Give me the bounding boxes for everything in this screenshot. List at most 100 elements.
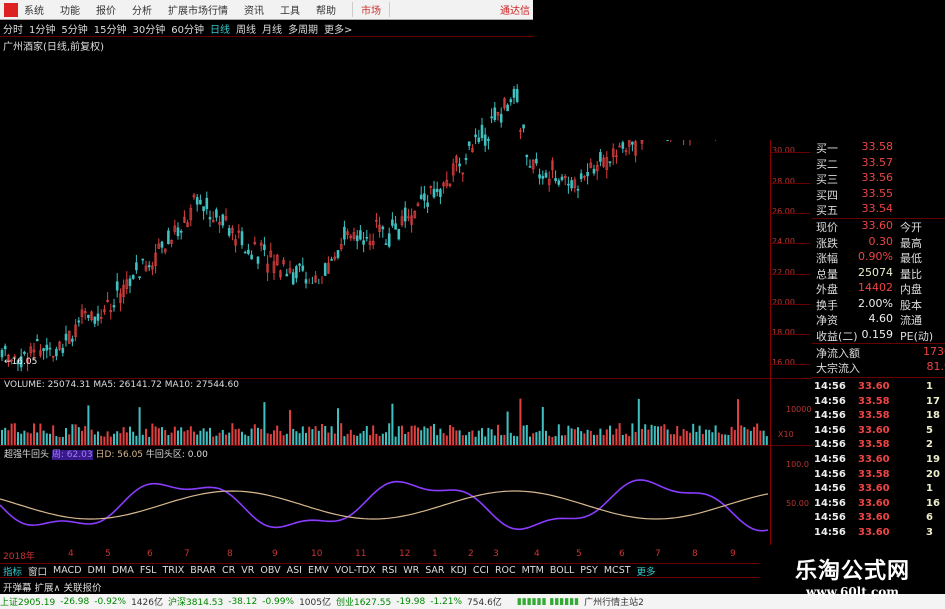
tick-time: 14:56 bbox=[814, 468, 846, 480]
sh-index[interactable]: 上证2905.19 bbox=[0, 598, 56, 608]
indicator-tab[interactable]: BRAR bbox=[190, 565, 217, 576]
extra-row: 开弹幕 扩展∧ 关联报价 bbox=[3, 580, 102, 594]
candle bbox=[391, 219, 394, 226]
tick-price: 33.58 bbox=[858, 468, 890, 480]
period-tab[interactable]: 30分钟 bbox=[132, 25, 166, 36]
volume-bar bbox=[660, 426, 663, 445]
volume-bar bbox=[532, 433, 535, 445]
menu-item[interactable]: 报价 bbox=[96, 6, 116, 17]
period-tab[interactable]: 分时 bbox=[3, 25, 23, 36]
candle bbox=[231, 227, 234, 234]
indicator-tab[interactable]: 更多 bbox=[636, 566, 656, 578]
period-tab[interactable]: 多周期 bbox=[287, 25, 318, 36]
candle bbox=[384, 243, 388, 245]
volume-bar bbox=[436, 435, 439, 445]
indicator-tab[interactable]: VR bbox=[241, 565, 255, 576]
tick-row: 14:56 33.60 1 bbox=[814, 381, 933, 392]
quote-label: 外盘 bbox=[816, 283, 838, 296]
indicator-tick: 100.0 bbox=[786, 460, 809, 469]
menu-item[interactable]: 帮助 bbox=[316, 6, 336, 17]
menu-item[interactable]: 资讯 bbox=[244, 6, 264, 17]
date-tick: 10 bbox=[311, 549, 323, 559]
indicator-tab[interactable]: PSY bbox=[580, 565, 598, 576]
indicator-tab[interactable]: ASI bbox=[286, 565, 302, 576]
period-tab[interactable]: 1分钟 bbox=[29, 25, 56, 36]
volume-bar bbox=[273, 430, 275, 445]
period-tab[interactable]: 月线 bbox=[261, 25, 282, 36]
volume-bar bbox=[234, 429, 237, 445]
indicator-tab[interactable]: OBV bbox=[260, 565, 281, 576]
menu-item[interactable]: 系统 bbox=[24, 6, 44, 17]
indicator-tab[interactable]: CCI bbox=[472, 565, 489, 576]
indicator-tab[interactable]: 指标 bbox=[3, 566, 23, 578]
volume-bar bbox=[481, 428, 483, 445]
volume-bar bbox=[756, 423, 759, 445]
indicator-tab[interactable]: KDJ bbox=[450, 565, 467, 576]
indicator-tab[interactable]: BOLL bbox=[549, 565, 575, 576]
date-tick: 6 bbox=[147, 549, 153, 559]
indicator-tab[interactable]: EMV bbox=[307, 565, 329, 576]
menu-item[interactable]: 工具 bbox=[280, 6, 300, 17]
volume-bar bbox=[285, 433, 288, 445]
cy-index[interactable]: 创业1627.55 bbox=[335, 598, 392, 608]
ma5-value: MA5: 26141.72 bbox=[93, 380, 162, 390]
gridline bbox=[770, 243, 810, 244]
candle bbox=[199, 199, 202, 205]
volume-bar bbox=[45, 433, 48, 445]
volume-bar bbox=[737, 399, 739, 445]
candle bbox=[592, 168, 596, 174]
gridline bbox=[770, 183, 810, 184]
indicator-tab[interactable]: DMA bbox=[111, 565, 134, 576]
expand-button[interactable]: 扩展∧ bbox=[34, 583, 61, 594]
period-tab[interactable]: 15分钟 bbox=[93, 25, 127, 36]
indicator-tab[interactable]: TRIX bbox=[162, 565, 185, 576]
indicator-tab[interactable]: MACD bbox=[53, 565, 82, 576]
volume-bar bbox=[484, 436, 487, 445]
tick-price: 33.58 bbox=[858, 395, 890, 407]
related-quote-button[interactable]: 关联报价 bbox=[63, 583, 102, 594]
candle bbox=[467, 141, 471, 147]
market-menu[interactable]: 市场 bbox=[352, 2, 390, 17]
menu-item[interactable]: 扩展市场行情 bbox=[168, 6, 228, 17]
indicator-tab[interactable]: DMI bbox=[87, 565, 106, 576]
volume-bar bbox=[593, 434, 595, 445]
period-tab[interactable]: 5分钟 bbox=[61, 25, 88, 36]
sz-index[interactable]: 沪深3814.53 bbox=[167, 598, 224, 608]
sz-change: -38.12 bbox=[228, 596, 258, 607]
indicator-tab[interactable]: MCST bbox=[603, 565, 631, 576]
indicator-tab[interactable]: WR bbox=[403, 565, 420, 576]
volume-bar bbox=[701, 433, 704, 445]
menu-item[interactable]: 功能 bbox=[60, 6, 80, 17]
indicator-tab[interactable]: FSL bbox=[139, 565, 157, 576]
candle bbox=[509, 99, 513, 103]
volume-bar bbox=[260, 428, 263, 445]
period-tab[interactable]: 更多> bbox=[323, 25, 353, 36]
volume-bar bbox=[740, 425, 743, 445]
volume-bar bbox=[282, 435, 285, 445]
period-tab[interactable]: 周线 bbox=[235, 25, 256, 36]
volume-bar bbox=[65, 428, 67, 445]
volume-bar bbox=[455, 430, 458, 445]
indicator-tab[interactable]: RSI bbox=[381, 565, 398, 576]
candle bbox=[176, 227, 180, 237]
volume-bar bbox=[596, 434, 599, 445]
menu-item[interactable]: 分析 bbox=[132, 6, 152, 17]
danmaku-toggle[interactable]: 开弹幕 bbox=[3, 583, 32, 594]
period-tab[interactable]: 日线 bbox=[209, 25, 230, 36]
tick-time: 14:56 bbox=[814, 395, 846, 407]
indicator-tab[interactable]: MTM bbox=[521, 565, 544, 576]
candle bbox=[583, 176, 586, 178]
period-tab[interactable]: 60分钟 bbox=[171, 25, 204, 36]
date-tick: 9 bbox=[730, 549, 736, 559]
volume-bar bbox=[183, 431, 186, 445]
quote-label: 量比 bbox=[900, 267, 922, 281]
indicator-tab[interactable]: 窗口 bbox=[28, 566, 48, 578]
volume-bar bbox=[589, 430, 592, 445]
app-brand: 通达信 bbox=[500, 6, 530, 17]
indicator-tab[interactable]: SAR bbox=[425, 565, 445, 576]
indicator-tab[interactable]: CR bbox=[222, 565, 236, 576]
chart-area[interactable] bbox=[0, 50, 770, 545]
volume-bar bbox=[362, 430, 365, 445]
indicator-tab[interactable]: VOL-TDX bbox=[334, 565, 376, 576]
indicator-tab[interactable]: ROC bbox=[494, 565, 516, 576]
